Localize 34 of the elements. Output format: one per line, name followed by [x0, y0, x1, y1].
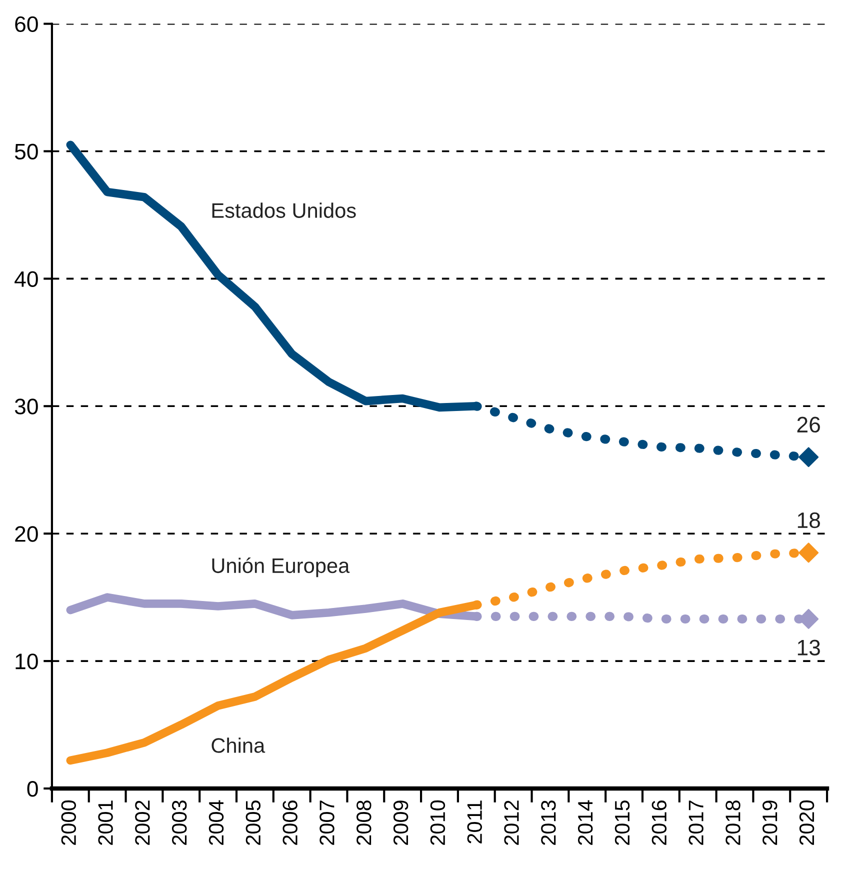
y-tick-label: 0 [27, 781, 38, 797]
y-tick-label: 50 [14, 144, 38, 160]
x-tick-label: 2003 [172, 800, 187, 845]
x-tick-label: 2018 [726, 800, 740, 845]
x-tick-label: 2019 [762, 800, 778, 845]
series-label: Unión Europea [212, 558, 350, 578]
annotation: 13 [798, 640, 820, 656]
x-tick-label: 2020 [799, 800, 814, 845]
x-tick-label: 2010 [430, 800, 446, 845]
y-tick-label: 60 [15, 16, 38, 32]
x-tick-label: 2007 [320, 800, 334, 845]
x-tick-label: 2014 [578, 800, 593, 845]
x-tick-label: 2017 [688, 800, 704, 845]
x-tick-label: 2008 [356, 800, 372, 845]
y-tick-label: 10 [16, 654, 38, 670]
annotation: 18 [798, 512, 820, 528]
x-tick-label: 2016 [652, 800, 667, 845]
x-tick-label: 2005 [246, 800, 261, 845]
x-tick-label: 2006 [282, 800, 298, 845]
y-tick-label: 40 [14, 271, 38, 287]
x-tick-label: 2000 [61, 800, 76, 845]
y-tick-label: 20 [15, 526, 38, 542]
x-tick-label: 2011 [467, 800, 482, 844]
series-label: China [212, 738, 266, 753]
y-tick-label: 30 [14, 398, 38, 414]
series-label: Estados Unidos [212, 202, 356, 218]
x-tick-label: 2004 [208, 800, 224, 845]
x-tick-label: 2002 [135, 800, 150, 845]
x-tick-label: 2015 [614, 800, 630, 845]
annotation: 26 [797, 416, 820, 433]
x-tick-label: 2013 [541, 800, 556, 845]
x-tick-label: 2012 [504, 800, 519, 845]
x-tick-label: 2009 [393, 800, 408, 845]
x-tick-label: 2001 [98, 800, 113, 845]
